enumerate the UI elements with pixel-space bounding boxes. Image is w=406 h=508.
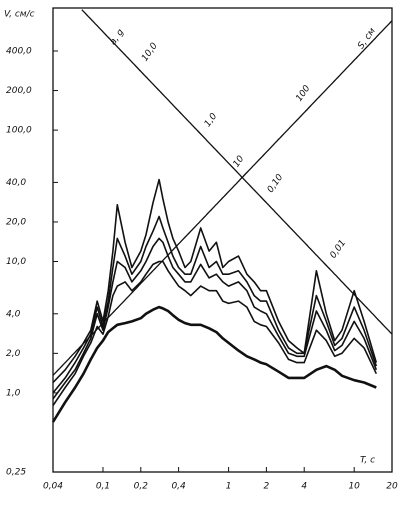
- acceleration-tick: [322, 261, 330, 269]
- acceleration-axis-label: a, g: [108, 27, 126, 47]
- acceleration-tick-label: 1,0: [203, 111, 220, 129]
- x-tick-label: 20: [386, 482, 398, 492]
- y-tick-label: 100,0: [6, 126, 32, 136]
- y-axis-label: V, см/с: [4, 10, 35, 20]
- x-tick-label: 10: [348, 482, 360, 492]
- x-tick-label: 0,2: [134, 482, 149, 492]
- spectrum-line: [52, 237, 378, 400]
- y-tick-label: 2,0: [6, 349, 21, 359]
- displacement-tick-label: 10: [232, 154, 247, 169]
- x-tick-label: 0,1: [96, 482, 110, 492]
- displacement-tick: [241, 170, 249, 178]
- spectrum-line: [52, 260, 378, 407]
- x-tick-label: 0,04: [43, 482, 63, 492]
- x-axis-label: T, c: [360, 456, 375, 466]
- y-tick-label: 0,25: [6, 468, 26, 478]
- x-tick-label: 2: [264, 482, 270, 492]
- acceleration-tick: [134, 64, 142, 72]
- y-tick-label: 4,0: [6, 309, 21, 319]
- acceleration-tick: [197, 130, 204, 138]
- acceleration-tick-label: 10,0: [140, 41, 160, 63]
- spectrum-line: [51, 305, 377, 423]
- spectrum-line: [52, 178, 378, 384]
- acceleration-tick-label: 0,01: [329, 238, 349, 260]
- displacement-tick: [304, 105, 312, 112]
- plot-frame: [52, 7, 393, 473]
- y-tick-label: 40,0: [6, 178, 26, 188]
- y-tick-label: 1,0: [6, 388, 21, 398]
- x-tick-label: 4: [301, 482, 307, 492]
- displacement-axis-line: [52, 20, 393, 376]
- acceleration-tick: [260, 196, 267, 203]
- y-tick-label: 200,0: [6, 86, 32, 96]
- x-tick-label: 1: [226, 482, 232, 492]
- displacement-tick-label: 100: [294, 84, 312, 104]
- x-tick-label: 0,4: [171, 482, 186, 492]
- acceleration-axis-line: [81, 9, 393, 335]
- acceleration-tick-label: 0,10: [266, 172, 286, 194]
- y-tick-label: 400,0: [6, 47, 32, 57]
- y-tick-label: 10,0: [6, 257, 26, 267]
- y-tick-label: 20,0: [6, 217, 26, 227]
